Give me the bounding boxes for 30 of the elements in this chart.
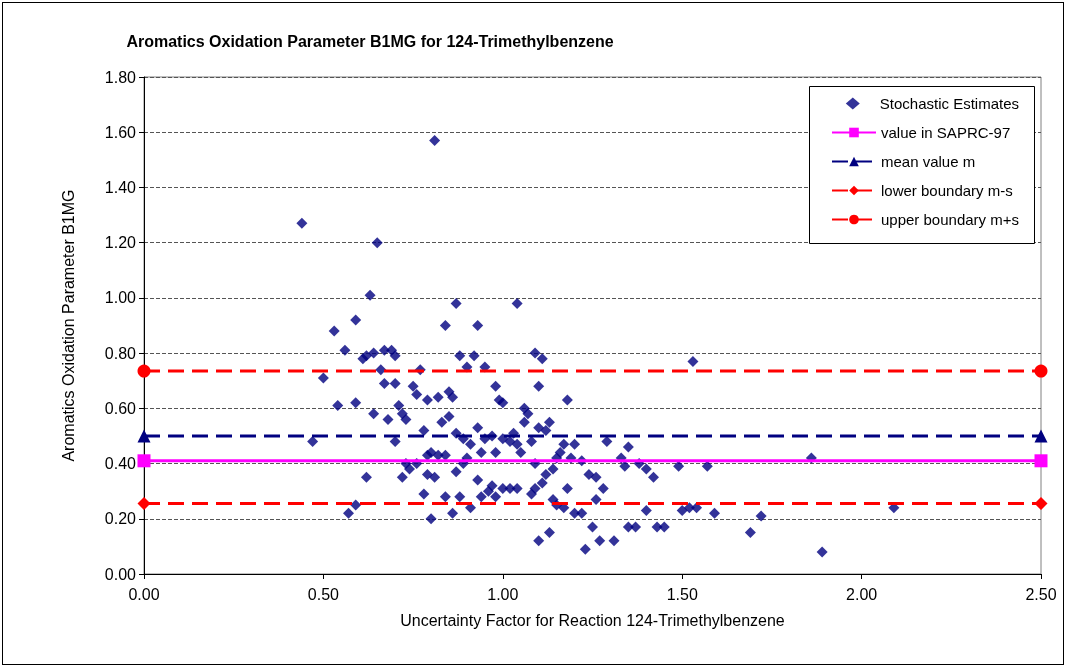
y-tick-label: 1.60 (104, 123, 137, 141)
y-tick-label: 1.80 (104, 68, 137, 86)
x-tick-label: 2.00 (846, 585, 878, 603)
legend-label: lower boundary m-s (881, 182, 1013, 199)
y-tick-label: 0.20 (104, 510, 137, 528)
point (1034, 454, 1048, 468)
point (137, 364, 151, 378)
legend-label: Stochastic Estimates (879, 95, 1019, 112)
y-tick-label: 0.40 (104, 455, 137, 473)
y-axis-title: Aromatics Oxidation Parameter B1MG (59, 189, 77, 462)
x-tick-label: 0.00 (128, 585, 160, 603)
x-tick-label: 0.50 (307, 585, 340, 603)
legend-label: mean value m (881, 153, 976, 170)
x-tick-label: 2.50 (1025, 585, 1057, 603)
chart-title: Aromatics Oxidation Parameter B1MG for 124-Trimethylbenzene (126, 32, 614, 50)
y-tick-label: 1.00 (104, 289, 137, 307)
legend-label: value in SAPRC-97 (881, 124, 1011, 141)
y-tick-label: 1.20 (104, 234, 137, 252)
point (137, 454, 151, 468)
y-tick-label: 0.80 (104, 344, 137, 362)
point (1034, 497, 1048, 511)
legend-label: upper boundary m+s (881, 211, 1020, 228)
y-tick-label: 0.60 (104, 399, 137, 417)
x-axis-title: Uncertainty Factor for Reaction 124-Trimethylbenzene (400, 611, 785, 629)
point (137, 497, 151, 511)
x-tick-label: 1.50 (666, 585, 698, 603)
y-tick-label: 0.00 (104, 565, 137, 583)
point (1034, 364, 1048, 378)
y-tick-label: 1.40 (104, 178, 137, 196)
x-tick-label: 1.00 (487, 585, 519, 603)
